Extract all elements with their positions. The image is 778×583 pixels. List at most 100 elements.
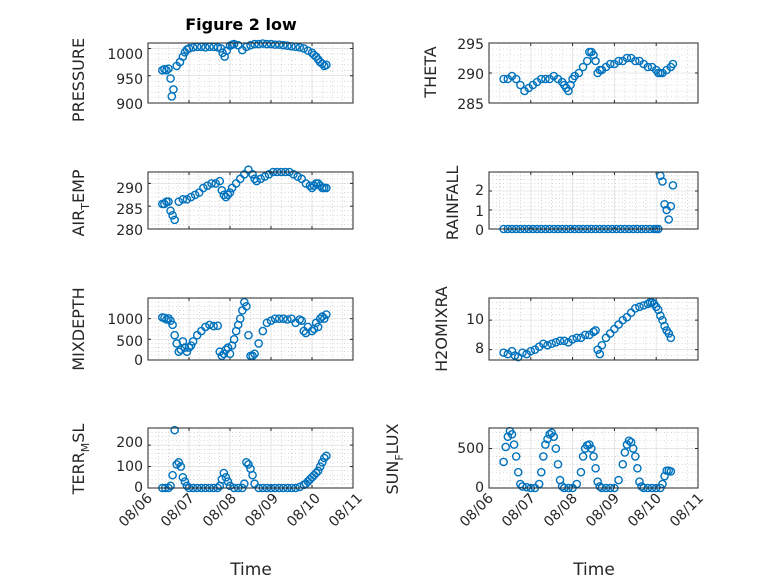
terr_msl-data-point — [180, 477, 190, 486]
mixdepth-data-point — [186, 341, 196, 350]
mixdepth-data-point — [270, 314, 280, 323]
pressure-data-point — [258, 39, 268, 48]
mixdepth-data-point — [219, 349, 229, 359]
theta-data-point — [614, 56, 623, 66]
theta-data-point — [499, 74, 508, 84]
rainfall-data-point — [658, 177, 667, 186]
mixdepth-data-point — [313, 322, 323, 332]
h2omixra-axes-border — [488, 297, 699, 361]
terr_msl-data-point — [313, 466, 323, 476]
sun-flux-ylabel-tail: LUX — [383, 423, 402, 454]
rainfall-ytick-0: 0 — [475, 223, 484, 239]
h2omixra-data-point — [591, 326, 600, 335]
air_temp-data-point — [168, 211, 177, 220]
air_temp-data-point — [264, 169, 274, 179]
pressure-data-point — [216, 44, 226, 53]
pressure-data-point — [164, 64, 173, 73]
mixdepth-data-point — [229, 335, 239, 344]
air-temp-ytick-285: 285 — [116, 202, 143, 218]
air_temp-data-point — [301, 179, 311, 188]
terr-msl-ytick-100: 100 — [116, 459, 143, 475]
mixdepth-data-point — [205, 320, 214, 330]
air_temp-data-point — [199, 183, 208, 193]
sun_flux-data-point — [633, 463, 642, 473]
panel-h2omixra: H2OMIXRA 8 10 — [432, 286, 484, 372]
air-temp-ytick-280: 280 — [116, 223, 143, 239]
rainfall-ytick-2: 2 — [475, 183, 484, 199]
mixdepth-data-point — [225, 349, 235, 359]
sun_flux-data-point — [620, 448, 630, 457]
theta-data-point — [582, 56, 592, 66]
rainfall-data-point — [666, 201, 676, 211]
terr_msl-axes — [147, 425, 354, 493]
sun_flux-data-point — [536, 467, 546, 477]
mixdepth-data-point — [250, 349, 259, 359]
terr_msl-data-point — [319, 453, 329, 463]
pressure-data-point — [262, 39, 272, 49]
mixdepth-data-point — [188, 337, 198, 346]
pressure-data-point — [233, 40, 243, 50]
sun_flux-axes — [488, 426, 699, 493]
pressure-data-point — [162, 65, 171, 75]
h2omixra-data-point — [555, 336, 565, 346]
h2omixra-ylabel: H2OMIXRA — [432, 286, 451, 372]
mixdepth-data-point — [217, 351, 227, 361]
h2omixra-data-point — [499, 348, 508, 357]
h2omixra-data-point — [547, 339, 557, 349]
air_temp-data-point — [170, 215, 179, 225]
pressure-ytick-950: 950 — [116, 72, 143, 88]
air_temp-data-point — [252, 176, 261, 186]
sun_flux-data-point — [631, 452, 640, 461]
sun_flux-data-point — [614, 475, 623, 485]
panel-mixdepth: MIXDEPTH 0 500 1000 — [69, 287, 143, 370]
pressure-data-point — [322, 60, 331, 70]
mixdepth-axes-border — [147, 297, 354, 361]
air-temp-ylabel-tail: EMP — [69, 169, 88, 203]
sun_flux-data-point — [509, 440, 519, 449]
pressure-data-point — [283, 41, 292, 51]
mixdepth-ylabel: MIXDEPTH — [69, 287, 88, 370]
air_temp-data-point — [190, 190, 200, 200]
air_temp-data-point — [250, 174, 259, 184]
h2omixra-data-point — [518, 348, 527, 357]
theta-ytick-285: 285 — [457, 97, 484, 113]
mixdepth-data-point — [258, 326, 268, 336]
terr_msl-data-point — [170, 425, 179, 435]
theta-data-point — [591, 56, 600, 66]
br-xlabel: Time — [572, 560, 615, 580]
pressure-data-point — [317, 59, 327, 69]
air-temp-ylabel-sub: T — [79, 203, 92, 211]
air-temp-ytick-290: 290 — [116, 181, 143, 197]
mixdepth-data-point — [168, 320, 177, 330]
theta-ylabel: THETA — [421, 46, 440, 98]
terr_msl-data-point — [174, 457, 184, 467]
pressure-data-point — [278, 40, 288, 50]
terr_msl-data-point — [223, 477, 233, 486]
pressure-data-point — [254, 39, 264, 49]
sun_flux-data-point — [553, 460, 563, 469]
mixdepth-ytick-1000: 1000 — [107, 312, 143, 328]
air_temp-data-point — [182, 195, 192, 204]
terr_msl-data-point — [315, 462, 325, 471]
h2omixra-ytick-10: 10 — [466, 312, 484, 328]
panel-sun-flux: SUNFLUX 0 500 — [383, 423, 484, 496]
pressure-data-point — [169, 85, 178, 94]
sun-flux-ylabel-sub: F — [393, 454, 406, 460]
air_temp-data-point — [207, 179, 216, 188]
mixdepth-data-point — [283, 315, 292, 324]
mixdepth-data-point — [278, 314, 288, 323]
terr-msl-ytick-0: 0 — [134, 480, 143, 496]
mixdepth-data-point — [266, 316, 276, 326]
h2omixra-data-point — [572, 333, 582, 343]
mixdepth-data-point — [240, 297, 249, 307]
theta-data-point — [605, 59, 615, 69]
pressure-data-point — [229, 39, 239, 49]
air_temp-data-point — [223, 190, 233, 200]
pressure-data-point — [201, 43, 210, 52]
air_temp-data-point — [211, 179, 220, 188]
theta-data-point — [578, 62, 588, 72]
mixdepth-data-point — [248, 351, 257, 361]
theta-data-point — [622, 53, 632, 63]
sun_flux-data-point — [507, 430, 517, 439]
